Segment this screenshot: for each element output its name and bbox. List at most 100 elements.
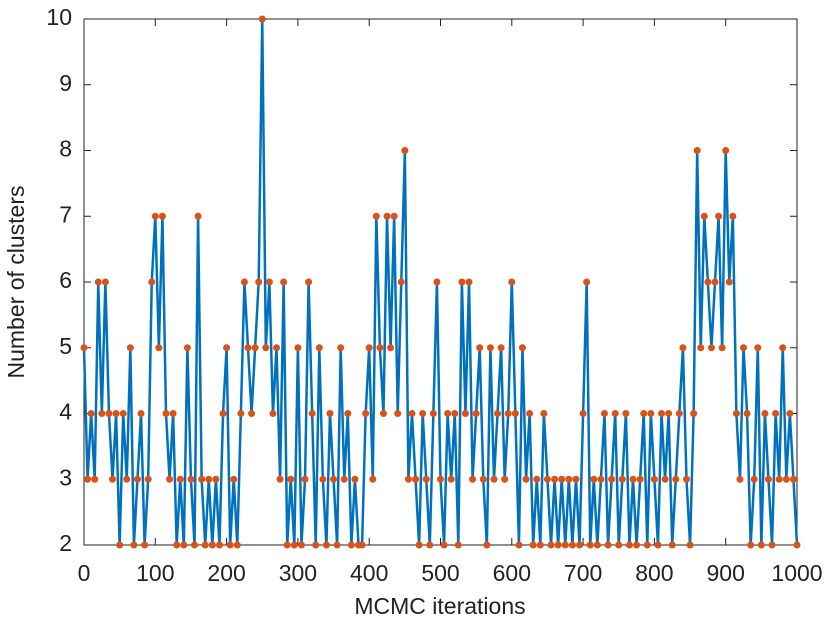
point: [262, 344, 270, 352]
point: [80, 344, 88, 352]
point: [761, 410, 769, 417]
point: [725, 278, 733, 286]
y-tick-label: 2: [59, 530, 72, 556]
point: [240, 278, 248, 286]
point: [390, 212, 398, 220]
point: [661, 475, 669, 483]
point: [369, 475, 377, 483]
point: [764, 475, 772, 483]
point: [276, 475, 284, 483]
point: [408, 410, 416, 417]
y-tick-label: 7: [59, 201, 72, 227]
point: [636, 475, 644, 483]
series-line: [82, 17, 799, 547]
point: [191, 541, 199, 549]
point: [237, 410, 245, 417]
point: [665, 410, 673, 417]
point: [305, 278, 313, 286]
x-tick-label: 900: [707, 560, 745, 586]
point: [315, 344, 323, 352]
point: [330, 475, 338, 483]
point: [611, 410, 619, 417]
point: [718, 344, 726, 352]
point: [747, 541, 755, 549]
y-tick-label: 6: [59, 267, 72, 293]
point: [729, 212, 737, 220]
point: [508, 278, 516, 286]
point: [87, 410, 95, 417]
point: [732, 410, 740, 417]
point: [283, 541, 291, 549]
point: [501, 475, 509, 483]
point: [782, 475, 790, 483]
point: [650, 475, 658, 483]
point: [351, 475, 359, 483]
point: [522, 475, 530, 483]
point: [422, 475, 430, 483]
point: [372, 212, 380, 220]
point: [347, 541, 355, 549]
y-tick-label: 10: [46, 4, 72, 30]
point: [775, 475, 783, 483]
point: [707, 344, 715, 352]
point: [486, 344, 494, 352]
point: [715, 212, 723, 220]
point: [251, 344, 259, 352]
point: [119, 410, 127, 417]
point: [682, 475, 690, 483]
point: [490, 475, 498, 483]
point: [376, 344, 384, 352]
point: [515, 541, 523, 549]
x-tick-label: 1000: [771, 560, 822, 586]
y-tick-label: 8: [59, 136, 72, 162]
point: [426, 541, 434, 549]
point: [622, 410, 630, 417]
point: [273, 344, 281, 352]
point: [640, 410, 648, 417]
point: [772, 410, 780, 417]
point: [750, 475, 758, 483]
point: [215, 541, 223, 549]
point: [533, 475, 541, 483]
point: [743, 410, 751, 417]
point: [415, 541, 423, 549]
point: [91, 475, 99, 483]
point: [212, 475, 220, 483]
point: [704, 278, 712, 286]
point: [101, 278, 109, 286]
point: [668, 541, 676, 549]
point: [326, 410, 334, 417]
point: [187, 475, 195, 483]
x-tick-label: 200: [207, 560, 245, 586]
point: [629, 475, 637, 483]
point: [194, 212, 202, 220]
point: [437, 475, 444, 483]
point: [579, 410, 587, 417]
point: [461, 410, 469, 417]
point: [586, 541, 594, 549]
point: [511, 410, 519, 417]
point: [700, 212, 708, 220]
point: [786, 410, 794, 417]
point: [754, 344, 762, 352]
point: [169, 410, 177, 417]
point: [148, 278, 156, 286]
point: [180, 541, 188, 549]
point: [130, 541, 138, 549]
point: [536, 541, 544, 549]
x-tick-label: 600: [493, 560, 531, 586]
point: [554, 541, 562, 549]
point: [294, 344, 302, 352]
point: [412, 475, 420, 483]
point: [105, 410, 113, 417]
point: [472, 410, 480, 417]
point: [383, 212, 391, 220]
point: [543, 475, 551, 483]
y-tick-label: 5: [59, 333, 72, 359]
point: [158, 212, 166, 220]
point: [458, 278, 466, 286]
point: [401, 147, 409, 154]
point: [561, 541, 569, 549]
point: [583, 278, 591, 286]
